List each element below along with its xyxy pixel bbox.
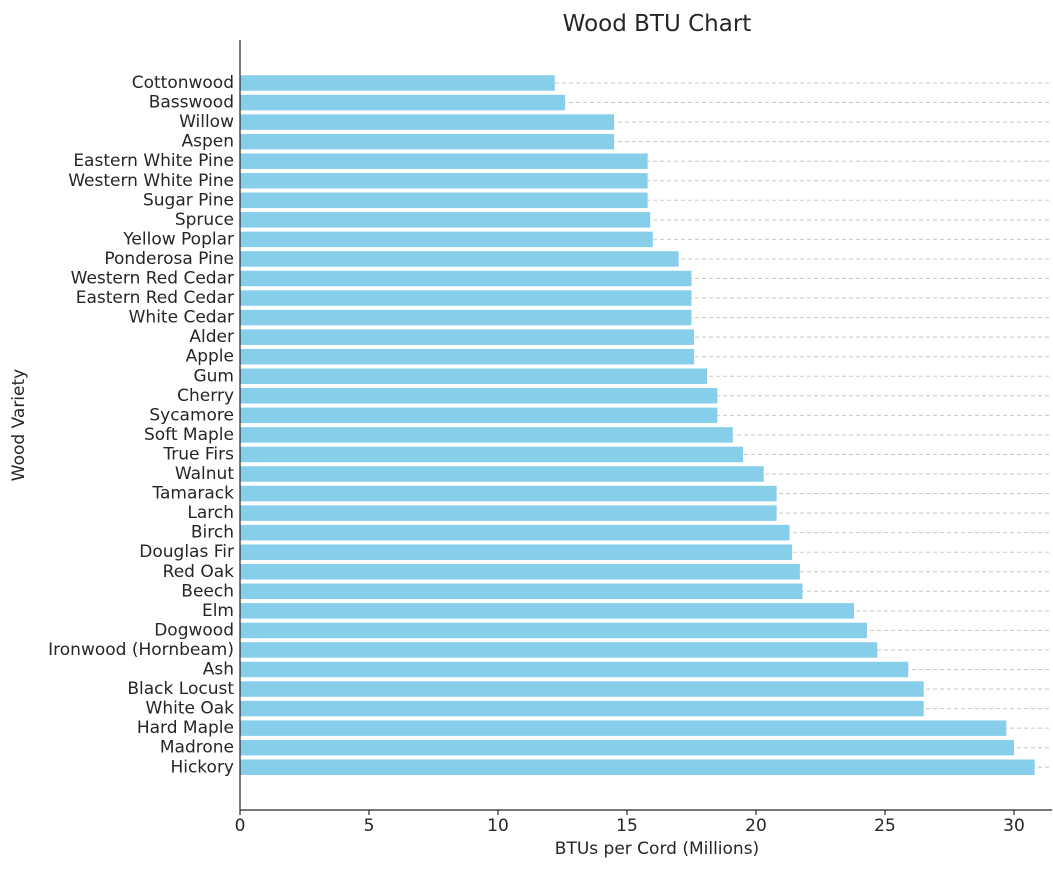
y-tick-label-eastern-red-cedar: Eastern Red Cedar <box>76 288 234 308</box>
bar-western-red-cedar <box>240 270 692 287</box>
bar-spruce <box>240 212 651 228</box>
bar-larch <box>240 505 777 521</box>
y-tick-label-ironwood-hornbeam: Ironwood (Hornbeam) <box>48 640 234 660</box>
x-tick-label-20: 20 <box>745 816 767 836</box>
y-tick-label-aspen: Aspen <box>181 132 234 152</box>
bar-gum <box>240 368 707 384</box>
bar-ash <box>240 661 909 678</box>
bar-tamarack <box>240 485 777 502</box>
bar-black-locust <box>240 681 924 697</box>
y-tick-label-larch: Larch <box>187 503 234 523</box>
bar-cherry <box>240 388 718 404</box>
bar-western-white-pine <box>240 173 648 189</box>
y-tick-label-tamarack: Tamarack <box>151 484 234 504</box>
bar-ponderosa-pine <box>240 251 679 267</box>
bar-apple <box>240 348 695 365</box>
bar-dogwood <box>240 622 867 639</box>
x-axis-label: BTUs per Cord (Millions) <box>555 839 759 859</box>
bar-sugar-pine <box>240 192 648 209</box>
bar-true-firs <box>240 446 744 463</box>
y-tick-label-madrone: Madrone <box>160 738 234 758</box>
x-tick-label-5: 5 <box>364 816 375 836</box>
y-tick-label-sugar-pine: Sugar Pine <box>143 190 234 210</box>
bar-white-cedar <box>240 309 692 326</box>
y-tick-label-ponderosa-pine: Ponderosa Pine <box>104 249 234 269</box>
bar-red-oak <box>240 564 800 580</box>
bar-hickory <box>240 759 1035 775</box>
bar-cottonwood <box>240 75 555 91</box>
bars <box>240 75 1035 775</box>
y-tick-label-black-locust: Black Locust <box>127 679 234 699</box>
x-tick-label-15: 15 <box>616 816 638 836</box>
y-axis-label: Wood Variety <box>9 369 29 481</box>
bar-eastern-red-cedar <box>240 290 692 306</box>
bar-soft-maple <box>240 427 733 443</box>
bar-aspen <box>240 133 615 150</box>
x-tick-label-0: 0 <box>235 816 246 836</box>
y-tick-label-douglas-fir: Douglas Fir <box>139 542 234 562</box>
y-tick-label-white-cedar: White Cedar <box>129 308 234 328</box>
y-tick-label-hard-maple: Hard Maple <box>137 718 234 738</box>
bar-beech <box>240 583 803 600</box>
y-tick-label-alder: Alder <box>189 327 234 347</box>
x-tick-label-10: 10 <box>487 816 509 836</box>
bar-eastern-white-pine <box>240 153 648 169</box>
y-tick-label-willow: Willow <box>179 112 234 132</box>
y-tick-label-elm: Elm <box>202 601 234 621</box>
y-tick-label-western-red-cedar: Western Red Cedar <box>71 269 234 289</box>
y-tick-label-spruce: Spruce <box>175 210 234 230</box>
bar-basswood <box>240 94 566 111</box>
y-tick-label-sycamore: Sycamore <box>149 405 234 425</box>
y-tick-label-basswood: Basswood <box>149 93 234 113</box>
chart-title: Wood BTU Chart <box>563 11 752 37</box>
y-tick-label-western-white-pine: Western White Pine <box>68 171 234 191</box>
bar-ironwood-hornbeam <box>240 642 878 658</box>
bar-walnut <box>240 466 764 482</box>
y-tick-label-birch: Birch <box>191 523 234 543</box>
bar-birch <box>240 524 790 541</box>
y-tick-label-walnut: Walnut <box>175 464 234 484</box>
y-tick-label-white-oak: White Oak <box>146 699 235 719</box>
y-tick-label-apple: Apple <box>186 347 234 367</box>
bar-alder <box>240 329 695 345</box>
bar-yellow-poplar <box>240 231 653 248</box>
bar-madrone <box>240 739 1014 756</box>
y-tick-label-cherry: Cherry <box>177 386 234 406</box>
y-tick-label-hickory: Hickory <box>170 757 234 777</box>
bar-sycamore <box>240 407 718 424</box>
y-tick-label-true-firs: True Firs <box>162 444 234 464</box>
bar-douglas-fir <box>240 544 793 560</box>
y-tick-label-gum: Gum <box>193 366 234 386</box>
x-ticks: 0 5 10 15 20 25 30 <box>235 810 1025 836</box>
bar-white-oak <box>240 700 924 717</box>
bar-hard-maple <box>240 720 1007 736</box>
y-tick-label-ash: Ash <box>203 660 234 680</box>
y-tick-label-cottonwood: Cottonwood <box>132 73 234 93</box>
x-tick-label-25: 25 <box>874 816 896 836</box>
y-tick-label-eastern-white-pine: Eastern White Pine <box>73 151 234 171</box>
y-tick-label-yellow-poplar: Yellow Poplar <box>122 229 234 249</box>
y-tick-label-dogwood: Dogwood <box>154 620 234 640</box>
y-tick-label-beech: Beech <box>181 581 234 601</box>
y-tick-label-red-oak: Red Oak <box>163 562 235 582</box>
bar-willow <box>240 114 615 130</box>
bar-elm <box>240 603 855 619</box>
y-tick-label-soft-maple: Soft Maple <box>144 425 234 445</box>
x-tick-label-30: 30 <box>1003 816 1025 836</box>
